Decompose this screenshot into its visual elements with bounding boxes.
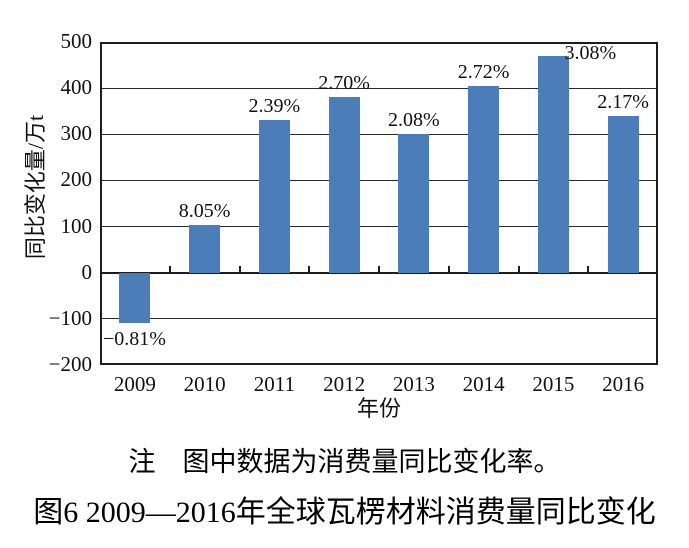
gridline [100,133,658,135]
x-axis-tick [447,265,450,273]
x-tick-label: 2016 [602,372,645,396]
x-tick-label: 2015 [532,372,575,396]
bar-value-label: 3.08% [564,41,617,64]
figure-caption: 图6 2009—2016年全球瓦楞材料消费量同比变化 [33,496,656,529]
bar [468,85,500,273]
bar-value-label: 2.08% [388,109,440,132]
x-axis-tick [238,265,241,273]
y-tick-label: 500 [60,29,93,53]
bar-value-label: −0.81% [103,328,166,351]
y-tick-label: 0 [81,259,93,284]
bar-value-label: 2.17% [597,90,649,113]
y-tick-label: −200 [48,352,92,376]
x-axis-tick [308,265,311,273]
x-axis-line [100,271,658,274]
x-axis-tick [517,265,520,273]
bar [328,97,360,273]
x-tick-label: 2009 [113,372,156,396]
bar [607,115,639,273]
x-axis-tick [378,265,380,273]
bar-value-label: 2.39% [248,95,301,118]
figure-note: 注 图中数据为消费量同比变化率。 [128,447,561,477]
bar-value-label: 8.05% [178,200,231,223]
x-tick-label: 2012 [323,372,366,396]
gridline [100,179,658,181]
y-tick-label: 400 [60,75,93,100]
gridline [100,226,658,228]
bar [189,225,221,273]
x-tick-label: 2014 [462,372,505,396]
x-tick-label: 2010 [183,372,226,396]
bar [258,120,290,273]
x-axis-tick [168,265,171,273]
plot-area [100,42,658,365]
bar-value-label: 2.72% [457,60,510,83]
bar [119,272,151,324]
y-tick-label: −100 [48,305,92,330]
y-tick-label: 100 [60,213,93,238]
x-axis-tick [587,265,590,273]
bar [398,134,430,273]
y-tick-label: 200 [60,167,93,192]
x-tick-label: 2011 [253,372,295,396]
gridline [100,318,658,320]
bar [537,55,569,273]
gridline [100,87,658,89]
x-tick-label: 2013 [392,372,435,396]
bar-value-label: 2.70% [318,72,370,95]
x-axis-title: 年份 [356,396,402,421]
y-tick-label: 300 [60,121,93,146]
